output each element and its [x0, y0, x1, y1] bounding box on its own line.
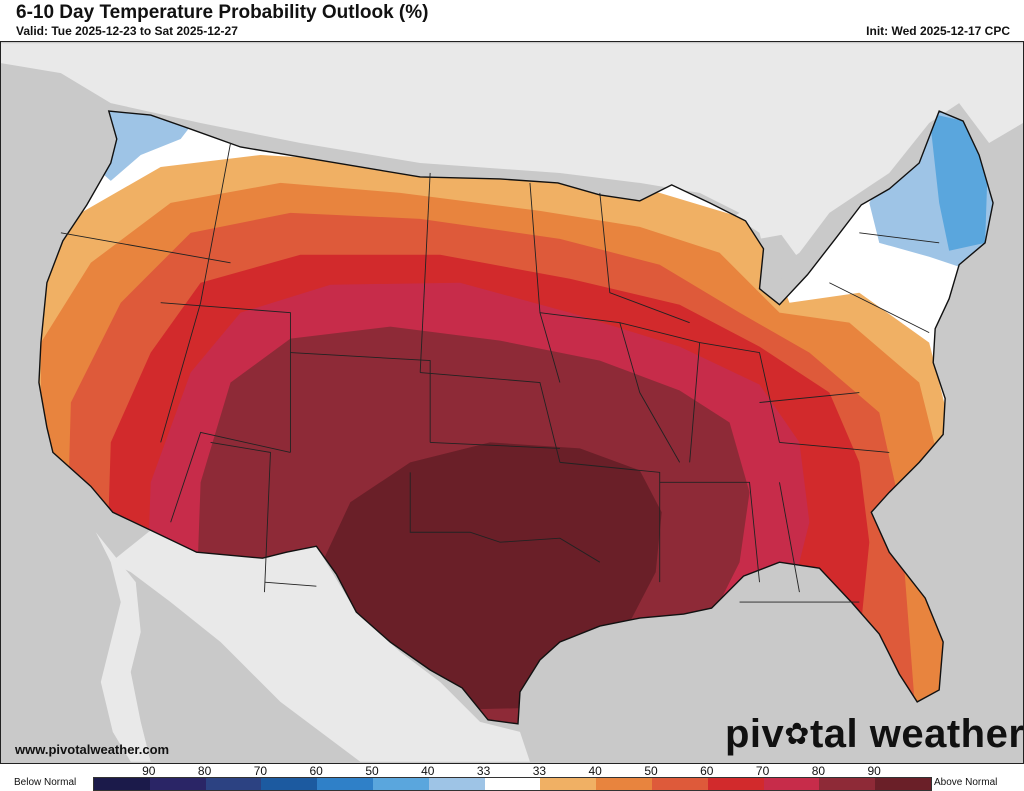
legend-tick-labels: 90 80 70 60 50 40 33 33 40 50 60 70 80 90: [0, 764, 1024, 778]
legend-tick-label: 33: [532, 764, 547, 778]
lake-huron: [759, 234, 798, 279]
legend-color-cell: [763, 778, 820, 790]
legend-tick-label: 50: [644, 764, 658, 778]
legend-color-cell: [372, 778, 429, 790]
legend-tick-label: 80: [197, 764, 212, 778]
header: 6-10 Day Temperature Probability Outlook…: [0, 0, 1024, 40]
legend-color-cell: [819, 778, 876, 790]
legend-color-cell: [261, 778, 318, 790]
map-panel[interactable]: [0, 41, 1024, 764]
gear-icon: ✿: [784, 718, 810, 751]
below-normal-maine: [929, 113, 990, 251]
legend-tick-label: 90: [867, 764, 881, 778]
legend-tick-label: 60: [700, 764, 714, 778]
legend-color-cell: [94, 778, 150, 790]
legend-color-cell: [707, 778, 764, 790]
page-title: 6-10 Day Temperature Probability Outlook…: [16, 2, 429, 23]
legend-tick-label: 33: [476, 764, 491, 778]
legend-color-cell: [875, 778, 931, 790]
probability-map: [1, 43, 1023, 762]
color-legend: 90 80 70 60 50 40 33 33 40 50 60 70 80 90 Below Norma…: [0, 764, 1024, 791]
legend-color-bar: [93, 777, 932, 791]
us-outline: [38, 110, 994, 725]
legend-tick-label: 60: [309, 764, 323, 778]
valid-period: Valid: Tue 2025-12-23 to Sat 2025-12-27: [16, 24, 238, 38]
legend-color-cell: [205, 778, 262, 790]
legend-tick-label: 40: [421, 764, 435, 778]
legend-tick-label: 70: [755, 764, 770, 778]
legend-color-cell: [149, 778, 206, 790]
legend-tick-label: 90: [142, 764, 156, 778]
legend-tick-label: 70: [253, 764, 268, 778]
legend-color-cell: [484, 778, 541, 790]
brand-part-1: piv: [725, 712, 785, 756]
website-url[interactable]: www.pivotalweather.com: [15, 742, 170, 757]
legend-tick-label: 50: [365, 764, 379, 778]
pivotal-weather-logo: piv✿tal weather: [725, 712, 1024, 757]
legend-above-label: Above Normal: [934, 777, 998, 788]
brand-part-2: tal weather: [809, 712, 1024, 756]
legend-tick-label: 80: [811, 764, 826, 778]
legend-color-cell: [540, 778, 597, 790]
legend-color-cell: [428, 778, 485, 790]
legend-color-cell: [317, 778, 373, 790]
state-boundaries: [60, 142, 940, 603]
legend-color-cell: [596, 778, 652, 790]
legend-tick-label: 40: [588, 764, 602, 778]
legend-below-label: Below Normal: [14, 777, 77, 788]
canada-land: [1, 43, 1023, 273]
baja-peninsula: [95, 532, 151, 762]
legend-color-cell: [651, 778, 708, 790]
init-time: Init: Wed 2025-12-17 CPC: [866, 24, 1010, 38]
mexico-land: [110, 530, 530, 762]
